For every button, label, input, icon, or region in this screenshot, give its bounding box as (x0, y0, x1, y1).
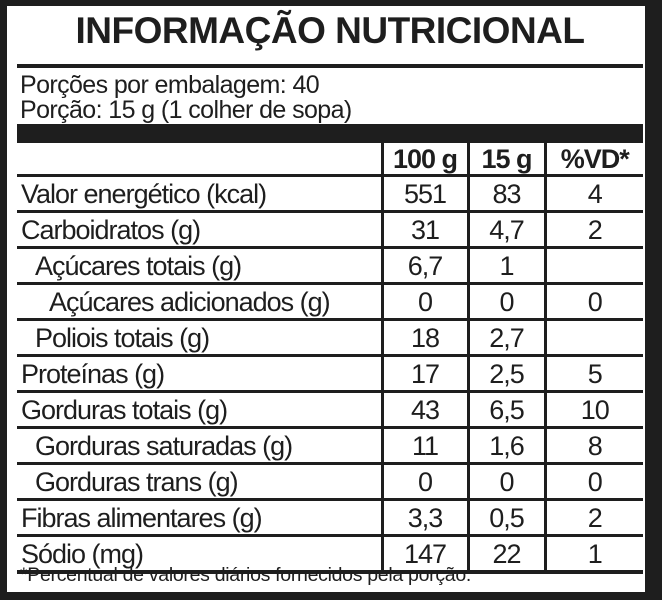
nutrient-name: Açúcares adicionados (g) (17, 282, 382, 320)
table-row: Valor energético (kcal) 551 83 4 (17, 174, 643, 212)
value-per-serving: 1 (466, 246, 545, 284)
header-bar (17, 124, 643, 143)
value-per-serving: 0,5 (466, 498, 545, 536)
value-daily-percent (543, 318, 643, 356)
footnote: *Percentual de valores diários fornecido… (20, 564, 471, 586)
nutrient-name: Gorduras totais (g) (17, 390, 382, 428)
nutrient-name: Valor energético (kcal) (17, 174, 382, 212)
header-daily-value: %VD* (543, 143, 643, 176)
nutrient-name: Gorduras trans (g) (17, 462, 382, 500)
table-row: Proteínas (g) 17 2,5 5 (17, 354, 643, 392)
value-per-serving: 0 (466, 282, 545, 320)
value-per-serving: 2,5 (466, 354, 545, 392)
table-row: Poliois totais (g) 18 2,7 (17, 318, 643, 356)
table-row: Carboidratos (g) 31 4,7 2 (17, 210, 643, 248)
value-daily-percent (543, 246, 643, 284)
value-per-serving: 1,6 (466, 426, 545, 464)
table-row: Gorduras saturadas (g) 11 1,6 8 (17, 426, 643, 464)
value-per-serving: 0 (466, 462, 545, 500)
nutrient-name: Sódio (mg) (17, 534, 382, 574)
value-per-serving: 6,5 (466, 390, 545, 428)
value-per-100g: 0 (380, 462, 468, 500)
value-per-100g: 0 (380, 282, 468, 320)
value-daily-percent: 0 (543, 462, 643, 500)
value-daily-percent: 10 (543, 390, 643, 428)
value-per-serving: 2,7 (466, 318, 545, 356)
value-per-100g: 11 (380, 426, 468, 464)
value-per-100g: 31 (380, 210, 468, 248)
nutrient-name: Gorduras saturadas (g) (17, 426, 382, 464)
value-daily-percent: 8 (543, 426, 643, 464)
table-row: Sódio (mg) 147 22 1 (17, 534, 643, 574)
table-row: Gorduras totais (g) 43 6,5 10 (17, 390, 643, 428)
value-daily-percent: 0 (543, 282, 643, 320)
value-daily-percent: 2 (543, 210, 643, 248)
value-per-serving: 83 (466, 174, 545, 212)
value-per-100g: 147 (380, 534, 468, 574)
table-header-row: 100 g 15 g %VD* (17, 143, 643, 176)
value-per-100g: 17 (380, 354, 468, 392)
value-per-100g: 6,7 (380, 246, 468, 284)
nutrient-name: Proteínas (g) (17, 354, 382, 392)
value-per-serving: 22 (466, 534, 545, 574)
value-per-100g: 18 (380, 318, 468, 356)
servings-per-package: Porções por embalagem: 40 (20, 71, 320, 99)
value-per-100g: 551 (380, 174, 468, 212)
value-daily-percent: 2 (543, 498, 643, 536)
table-row: Açúcares adicionados (g) 0 0 0 (17, 282, 643, 320)
header-per-serving: 15 g (466, 143, 545, 176)
header-blank (17, 143, 382, 176)
table-row: Gorduras trans (g) 0 0 0 (17, 462, 643, 500)
value-daily-percent: 5 (543, 354, 643, 392)
nutrient-name: Poliois totais (g) (17, 318, 382, 356)
header-per-100g: 100 g (380, 143, 468, 176)
value-per-100g: 3,3 (380, 498, 468, 536)
value-daily-percent: 4 (543, 174, 643, 212)
value-daily-percent: 1 (543, 534, 643, 574)
title-divider (17, 64, 643, 68)
nutrient-name: Carboidratos (g) (17, 210, 382, 248)
label-title: INFORMAÇÃO NUTRICIONAL (75, 10, 585, 51)
value-per-serving: 4,7 (466, 210, 545, 248)
nutrition-table: 100 g 15 g %VD* Valor energético (kcal) 5… (17, 143, 643, 574)
nutrient-name: Fibras alimentares (g) (17, 498, 382, 536)
table-row: Fibras alimentares (g) 3,3 0,5 2 (17, 498, 643, 536)
serving-size: Porção: 15 g (1 colher de sopa) (20, 96, 352, 124)
value-per-100g: 43 (380, 390, 468, 428)
nutrient-name: Açúcares totais (g) (17, 246, 382, 284)
table-row: Açúcares totais (g) 6,7 1 (17, 246, 643, 284)
